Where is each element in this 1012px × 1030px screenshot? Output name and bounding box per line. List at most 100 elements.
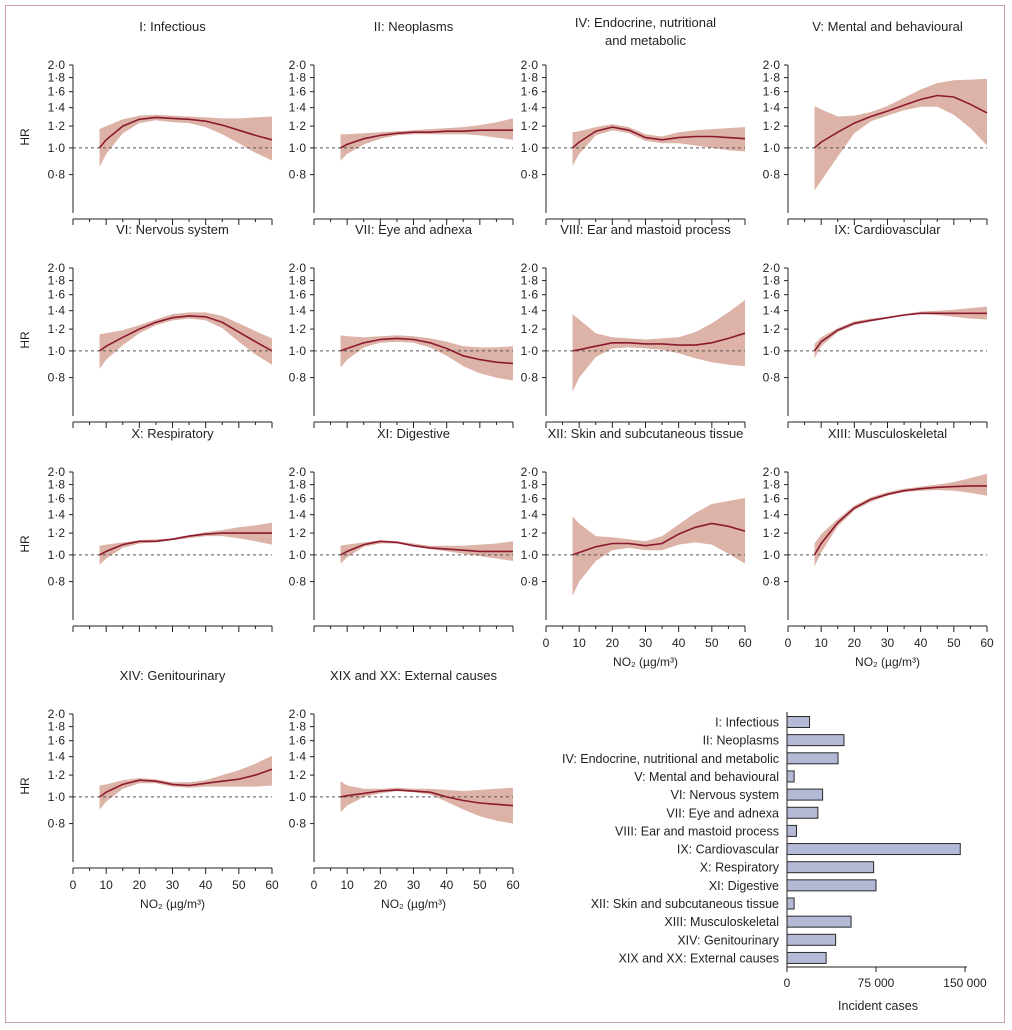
panel-title-line: and metabolic <box>605 33 686 48</box>
panel-title: XIII: Musculoskeletal <box>828 426 947 441</box>
y-tick-label: 1·0 <box>289 790 307 804</box>
y-tick-label: 2·0 <box>521 58 539 72</box>
x-axis-label: NO₂ (µg/m³) <box>613 655 678 669</box>
y-tick-label: 1·4 <box>289 508 307 522</box>
bar-category-label: XII: Skin and subcutaneous tissue <box>591 897 779 911</box>
panel-3: IV: Endocrine, nutritional and metabolic 2… <box>521 15 746 225</box>
y-tick-label: 1·0 <box>763 344 781 358</box>
y-tick-label: 0·8 <box>763 575 781 589</box>
panel-title: II: Neoplasms <box>374 19 454 34</box>
bar <box>786 915 852 928</box>
y-tick-label: 1·6 <box>763 288 781 302</box>
y-tick-label: 1·0 <box>48 790 66 804</box>
panel-title: IX: Cardiovascular <box>834 222 941 237</box>
bar-category-label: V: Mental and behavioural <box>634 770 779 784</box>
bar-x-tick-label: 0 <box>784 976 791 990</box>
hr-line <box>813 94 988 149</box>
panel-12: XIII: Musculoskeletal 2·01·81·6 1·4 1·2 1·0 0… <box>763 426 994 669</box>
confidence-band <box>814 306 987 359</box>
hr-line <box>99 315 273 352</box>
y-tick-label: 1·8 <box>763 274 781 288</box>
panel-14: XIX and XX: External causes 2·01·81·6 1·4 1… <box>289 668 520 911</box>
hr-line <box>340 789 514 807</box>
y-tick-label: 2·0 <box>48 261 66 275</box>
x-tick-label: 30 <box>166 878 180 892</box>
y-tick-label: 2·0 <box>521 261 539 275</box>
x-tick-label: 20 <box>374 878 388 892</box>
hr-line <box>340 337 514 365</box>
y-tick-label: 1·6 <box>48 492 66 506</box>
y-tick-label: 1·4 <box>763 101 781 115</box>
x-tick-label: 30 <box>881 636 895 650</box>
panel-title: X: Respiratory <box>131 426 214 441</box>
y-tick-label: 0·8 <box>763 168 781 182</box>
hr-line <box>572 332 746 352</box>
confidence-band <box>340 335 513 381</box>
y-tick-label: 1·8 <box>48 720 66 734</box>
y-tick-label: 2·0 <box>48 707 66 721</box>
y-tick-label: 1·0 <box>763 141 781 155</box>
x-tick-label: 40 <box>199 878 213 892</box>
y-tick-label: 1·2 <box>763 119 781 133</box>
y-tick-label: 2·0 <box>289 707 307 721</box>
y-tick-label: 2·0 <box>289 465 307 479</box>
x-tick-label: 40 <box>672 636 686 650</box>
y-tick-label: 1·6 <box>48 734 66 748</box>
bar-x-tick-label: 150 000 <box>943 976 987 990</box>
confidence-band <box>572 497 745 596</box>
y-tick-label: 2·0 <box>763 465 781 479</box>
x-tick-label: 50 <box>705 636 719 650</box>
y-tick-label: 1·2 <box>763 322 781 336</box>
y-tick-label: 2·0 <box>48 465 66 479</box>
y-tick-label: 1·4 <box>521 304 539 318</box>
y-tick-label: 1·8 <box>763 478 781 492</box>
y-tick-label: 0·8 <box>289 575 307 589</box>
y-tick-label: 1·0 <box>521 344 539 358</box>
y-tick-label: 1·8 <box>48 478 66 492</box>
y-tick-label: 1·8 <box>48 71 66 85</box>
y-tick-label: 1·0 <box>48 141 66 155</box>
x-tick-label: 10 <box>814 636 828 650</box>
y-tick-label: 1·6 <box>763 492 781 506</box>
y-tick-label: 0·8 <box>48 371 66 385</box>
y-tick-label: 0·8 <box>289 371 307 385</box>
bar <box>786 806 819 819</box>
x-tick-label: 60 <box>980 636 994 650</box>
panel-7: VIII: Ear and mastoid process 2·01·81·6 1·… <box>521 222 746 428</box>
bar-x-tick-label: 75 000 <box>858 976 895 990</box>
panel-8: IX: Cardiovascular 2·01·81·6 1·4 1·2 1·0 0·8 <box>763 222 988 428</box>
figure-frame <box>5 5 1005 1023</box>
y-tick-label: 1·8 <box>521 274 539 288</box>
hr-line <box>99 768 273 798</box>
y-tick-label: 1·4 <box>763 508 781 522</box>
y-tick-label: 1·2 <box>48 526 66 540</box>
bar <box>786 824 797 837</box>
y-tick-label: 1·4 <box>48 304 66 318</box>
y-tick-label: 1·4 <box>48 101 66 115</box>
y-tick-label: 1·2 <box>763 526 781 540</box>
y-tick-label: 1·6 <box>763 85 781 99</box>
x-tick-label: 20 <box>606 636 620 650</box>
hr-line <box>813 312 987 352</box>
bar <box>786 879 877 892</box>
y-tick-label: 1·6 <box>289 734 307 748</box>
panel-4: V: Mental and behavioural 2·01·81·6 1·4 1·2… <box>763 19 988 225</box>
y-tick-label: 1·0 <box>289 141 307 155</box>
x-tick-label: 50 <box>947 636 961 650</box>
y-tick-label: 0·8 <box>521 371 539 385</box>
bar <box>786 843 961 856</box>
panel-2: II: Neoplasms 2·01·81·6 1·4 1·2 1·0 0·8 <box>289 19 514 225</box>
hr-line <box>99 532 272 556</box>
y-tick-label: 1·4 <box>289 304 307 318</box>
y-tick-label: 1·0 <box>763 548 781 562</box>
bar-category-label: I: Infectious <box>715 716 779 730</box>
x-axis-label: NO₂ (µg/m³) <box>855 655 920 669</box>
y-tick-label: 0·8 <box>289 168 307 182</box>
confidence-band <box>340 781 513 824</box>
bar <box>786 734 845 747</box>
hr-line <box>98 116 273 149</box>
x-tick-label: 10 <box>340 878 354 892</box>
x-tick-label: 50 <box>473 878 487 892</box>
y-tick-label: 1·6 <box>48 288 66 302</box>
x-tick-label: 60 <box>506 878 520 892</box>
